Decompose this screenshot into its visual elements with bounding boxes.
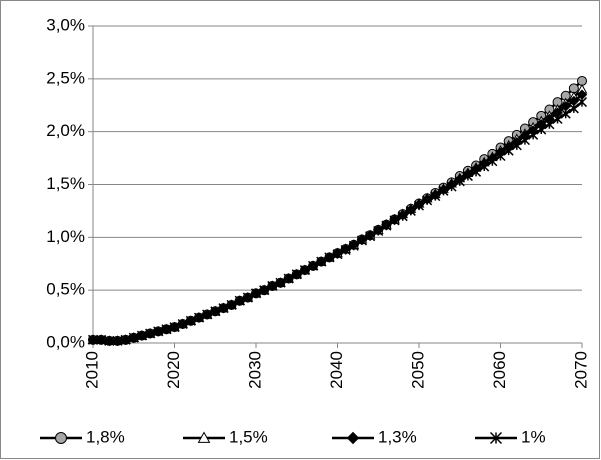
marker xyxy=(87,334,99,345)
marker xyxy=(145,328,156,339)
marker xyxy=(471,166,482,177)
marker xyxy=(259,285,270,296)
marker xyxy=(316,256,327,267)
x-tick-label: 2020 xyxy=(164,351,183,389)
marker xyxy=(242,292,253,303)
marker xyxy=(479,161,490,172)
marker xyxy=(210,306,221,317)
marker xyxy=(422,195,433,206)
marker xyxy=(250,288,262,299)
x-tick-label: 2030 xyxy=(245,351,264,389)
x-tick-label: 2040 xyxy=(327,351,346,389)
marker xyxy=(560,108,571,119)
marker xyxy=(275,277,286,288)
marker xyxy=(267,280,278,291)
marker xyxy=(283,273,294,284)
marker xyxy=(308,260,319,271)
marker xyxy=(405,205,416,216)
marker xyxy=(397,211,408,222)
marker xyxy=(446,181,457,192)
y-tick-label: 2,5% xyxy=(46,68,85,87)
marker xyxy=(340,244,351,256)
marker xyxy=(373,225,384,237)
y-tick-label: 3,0% xyxy=(46,15,85,34)
y-tick-label: 0,5% xyxy=(46,280,85,299)
y-tick-label: 1,0% xyxy=(46,227,85,246)
marker xyxy=(128,332,139,343)
marker xyxy=(495,150,506,162)
marker xyxy=(536,124,547,135)
marker xyxy=(299,265,310,276)
marker xyxy=(438,185,449,196)
y-tick-label: 1,5% xyxy=(46,174,85,193)
marker xyxy=(544,119,555,130)
x-tick-label: 2050 xyxy=(408,351,427,389)
x-tick-label: 2070 xyxy=(571,351,590,389)
marker xyxy=(218,303,229,314)
marker xyxy=(234,295,245,306)
marker xyxy=(430,191,441,202)
marker xyxy=(96,334,107,345)
legend-label: 1% xyxy=(521,427,546,446)
marker xyxy=(454,176,465,187)
marker xyxy=(177,318,188,330)
marker xyxy=(511,140,522,151)
marker xyxy=(413,200,425,211)
marker xyxy=(197,431,211,443)
marker xyxy=(487,156,498,167)
marker xyxy=(503,145,514,156)
marker xyxy=(365,231,376,242)
y-tick-label: 0,0% xyxy=(46,332,85,351)
marker xyxy=(185,315,196,326)
y-tick-label: 2,0% xyxy=(46,121,85,140)
legend-label: 1,5% xyxy=(229,427,268,446)
x-tick-label: 2010 xyxy=(82,351,101,389)
marker xyxy=(489,431,503,445)
marker xyxy=(528,129,539,140)
marker xyxy=(153,326,164,337)
marker xyxy=(356,235,367,246)
marker xyxy=(381,220,392,231)
marker xyxy=(389,215,400,226)
marker xyxy=(161,324,172,335)
marker xyxy=(112,335,123,346)
marker xyxy=(348,240,359,251)
marker xyxy=(202,309,213,320)
marker xyxy=(55,432,67,444)
marker xyxy=(226,299,237,310)
marker xyxy=(576,97,588,108)
marker xyxy=(324,252,335,263)
marker xyxy=(193,312,204,323)
marker xyxy=(346,431,360,445)
legend-label: 1,8% xyxy=(86,427,125,446)
marker xyxy=(104,335,115,346)
marker xyxy=(552,113,563,125)
marker xyxy=(568,103,579,114)
x-tick-label: 2060 xyxy=(490,351,509,389)
marker xyxy=(169,322,180,333)
marker xyxy=(136,330,147,341)
marker xyxy=(120,334,131,345)
marker xyxy=(291,269,302,280)
legend-label: 1,3% xyxy=(378,427,417,446)
marker xyxy=(462,171,473,182)
marker xyxy=(332,249,343,260)
marker xyxy=(519,135,530,146)
